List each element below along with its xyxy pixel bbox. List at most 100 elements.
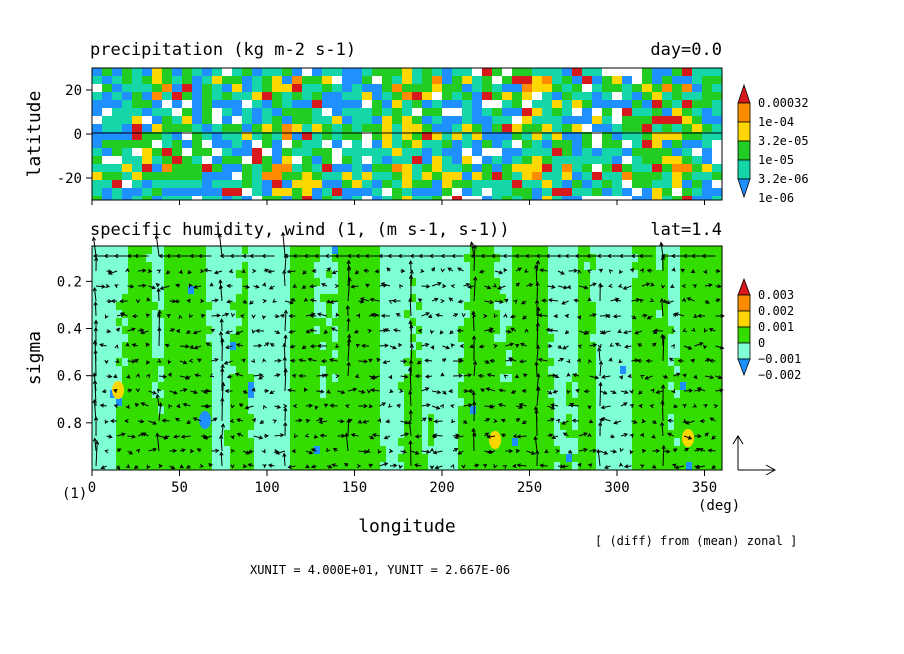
- humidity-cell: [512, 334, 518, 342]
- humidity-cell: [344, 366, 350, 374]
- humidity-cell: [170, 390, 176, 398]
- humidity-cell: [506, 254, 512, 262]
- humidity-cell: [182, 286, 188, 294]
- precip-cell: [382, 76, 392, 84]
- humidity-cell: [554, 462, 560, 470]
- humidity-cell: [548, 454, 554, 462]
- humidity-cell: [380, 446, 386, 454]
- wind-arrow-head: [220, 367, 225, 372]
- humidity-cell: [632, 382, 638, 390]
- precip-cell: [272, 132, 282, 140]
- humidity-cell: [542, 406, 548, 414]
- humidity-cell: [470, 398, 476, 406]
- wind-arrow-head: [310, 448, 316, 453]
- humidity-cell: [632, 326, 638, 334]
- precip-cell: [262, 188, 272, 196]
- humidity-cell: [236, 286, 242, 294]
- humidity-cell: [422, 302, 428, 310]
- humidity-cell: [560, 358, 566, 366]
- humidity-cell: [608, 454, 614, 462]
- humidity-cell: [326, 374, 332, 382]
- humidity-cell: [116, 430, 122, 438]
- humidity-cell: [614, 422, 620, 430]
- humidity-cell: [548, 382, 554, 390]
- humidity-cell: [674, 350, 680, 358]
- wind-arrow: [211, 299, 218, 302]
- humidity-cell: [332, 390, 338, 398]
- humidity-cell: [278, 390, 284, 398]
- wind-arrow-head: [93, 349, 98, 354]
- humidity-cell: [578, 342, 584, 350]
- precip-cell: [642, 180, 652, 188]
- humidity-cell: [170, 398, 176, 406]
- humidity-cell: [452, 406, 458, 414]
- wind-arrow: [400, 433, 409, 437]
- humidity-cell: [404, 414, 410, 422]
- humidity-cell: [218, 382, 224, 390]
- humidity-cell: [692, 446, 698, 454]
- humidity-cell: [176, 254, 182, 262]
- humidity-cell: [662, 350, 668, 358]
- precip-cell: [702, 108, 712, 116]
- humidity-cell: [446, 422, 452, 430]
- humidity-cell: [296, 366, 302, 374]
- humidity-cell: [452, 382, 458, 390]
- humidity-cell: [698, 246, 704, 254]
- humidity-cell: [308, 334, 314, 342]
- humidity-cell: [158, 422, 164, 430]
- wind-arrow-head: [189, 345, 194, 350]
- humidity-cell: [452, 462, 458, 470]
- humidity-cell: [380, 326, 386, 334]
- humidity-cell: [314, 342, 320, 350]
- humidity-cell: [272, 294, 278, 302]
- humidity-cell: [470, 374, 476, 382]
- humidity-cell: [434, 382, 440, 390]
- precip-cell: [652, 124, 662, 132]
- precip-cell: [452, 124, 462, 132]
- wind-arrow-head: [110, 298, 116, 304]
- humidity-cell: [284, 278, 290, 286]
- wind-arrow-head: [398, 464, 403, 470]
- humidity-cell: [440, 278, 446, 286]
- wind-arrow-head: [131, 343, 137, 348]
- humidity-cell: [668, 398, 674, 406]
- precip-cell: [162, 116, 172, 124]
- precip-cell: [132, 172, 142, 180]
- humidity-cell: [626, 382, 632, 390]
- precip-cell: [382, 108, 392, 116]
- humidity-cell: [140, 366, 146, 374]
- precip-cell: [432, 148, 442, 156]
- humidity-cell: [260, 398, 266, 406]
- precip-cell: [472, 164, 482, 172]
- wind-arrow: [94, 302, 97, 317]
- humidity-cell: [650, 390, 656, 398]
- precip-cell: [482, 148, 492, 156]
- humidity-cell: [620, 334, 626, 342]
- humidity-cell: [632, 302, 638, 310]
- humidity-cell: [440, 302, 446, 310]
- humidity-cell: [530, 406, 536, 414]
- humidity-cell: [554, 414, 560, 422]
- humidity-cell: [452, 390, 458, 398]
- humidity-cell: [446, 326, 452, 334]
- humidity-cell: [716, 310, 722, 318]
- humidity-cell: [272, 246, 278, 254]
- wind-arrow: [137, 269, 146, 272]
- precip-cell: [232, 140, 242, 148]
- wind-arrow-head: [267, 463, 273, 468]
- wind-arrow-head: [408, 297, 413, 303]
- humidity-cell: [308, 318, 314, 326]
- humidity-cell: [638, 294, 644, 302]
- wind-arrow-head: [168, 404, 173, 409]
- precip-cell: [432, 180, 442, 188]
- humidity-cell: [374, 294, 380, 302]
- humidity-cell: [230, 278, 236, 286]
- humidity-cell: [242, 310, 248, 318]
- precip-cell: [342, 164, 352, 172]
- wind-arrow-head: [404, 420, 409, 425]
- precip-cell: [202, 68, 212, 76]
- humidity-cell: [128, 414, 134, 422]
- humidity-cell: [488, 278, 494, 286]
- humidity-cell: [614, 446, 620, 454]
- precip-cell: [372, 124, 382, 132]
